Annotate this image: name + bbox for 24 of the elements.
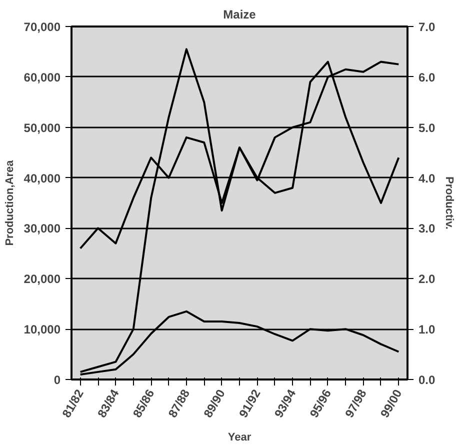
x-tick-label: 99/00: [378, 386, 405, 420]
x-axis-title: Year: [228, 432, 252, 444]
y2-axis-title: Productiv.: [443, 176, 456, 230]
y-tick-label: 20,000: [24, 272, 61, 286]
y-tick-label: 40,000: [24, 171, 61, 186]
y-tick-label: 50,000: [24, 120, 61, 135]
x-tick-label: 95/96: [306, 386, 334, 420]
y-tick-label: 60,000: [24, 70, 61, 84]
y-tick-label: 0: [54, 373, 61, 387]
y2-tick-label: 7.0: [418, 20, 436, 34]
y2-tick-label: 1.0: [418, 322, 436, 337]
y2-tick-label: 4.0: [418, 171, 436, 186]
y2-tick-label: 5.0: [418, 120, 436, 135]
y2-tick-label: 3.0: [418, 222, 436, 236]
y-axis-title: Production,Area: [4, 159, 16, 246]
y-tick-label: 70,000: [24, 20, 61, 34]
y2-tick-label: 0.0: [418, 373, 436, 387]
y-tick-label: 30,000: [24, 222, 61, 236]
y2-tick-label: 2.0: [418, 272, 436, 286]
y-tick-label: 10,000: [24, 322, 61, 337]
chart-title: Maize: [223, 8, 256, 22]
x-tick-label: 89/90: [200, 386, 228, 420]
x-tick-label: 85/86: [130, 386, 158, 420]
y2-tick-label: 6.0: [418, 70, 436, 84]
